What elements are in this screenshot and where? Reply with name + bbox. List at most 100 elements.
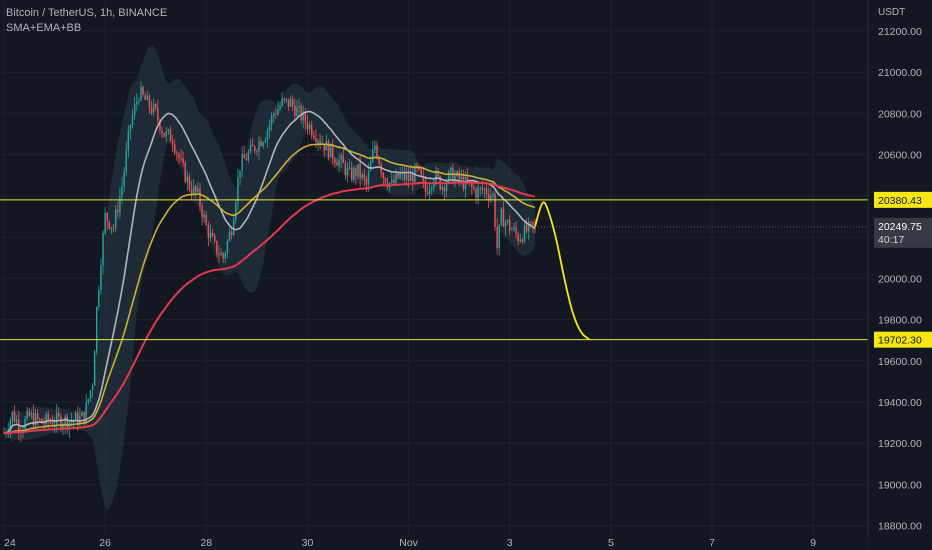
- candle: [319, 134, 321, 150]
- candle: [192, 179, 195, 197]
- candle: [93, 349, 96, 386]
- price-tick-label: 20600.00: [878, 150, 922, 162]
- candle: [140, 81, 142, 102]
- candle: [424, 175, 427, 199]
- candle: [268, 119, 271, 139]
- candle: [291, 95, 294, 111]
- candle: [325, 134, 328, 151]
- candle: [426, 185, 429, 196]
- candle: [232, 213, 235, 236]
- candle: [36, 409, 39, 426]
- candle: [473, 184, 475, 191]
- price-tick-label: 19600.00: [878, 356, 922, 368]
- time-axis-bg: [0, 536, 868, 550]
- candle: [203, 210, 205, 223]
- candle: [163, 132, 165, 138]
- price-tick-label: 20800.00: [878, 108, 922, 120]
- candle: [243, 145, 245, 159]
- candle: [361, 172, 363, 181]
- candle: [28, 407, 31, 418]
- candle: [384, 177, 387, 185]
- candle: [492, 191, 494, 201]
- candle: [178, 151, 180, 165]
- candle: [302, 105, 304, 129]
- candle: [485, 182, 488, 200]
- candle: [260, 137, 262, 147]
- level-price-label: 20380.43: [878, 195, 922, 207]
- candle: [344, 160, 347, 180]
- candle: [119, 187, 121, 219]
- candle: [102, 230, 104, 275]
- candle: [58, 406, 60, 422]
- candle: [226, 239, 229, 259]
- candle: [496, 218, 498, 255]
- candle: [490, 188, 492, 204]
- candle: [382, 172, 385, 185]
- candle: [199, 183, 201, 212]
- bollinger-band-fill: [4, 45, 535, 511]
- price-tick-label: 19800.00: [878, 315, 922, 327]
- candle: [266, 127, 269, 148]
- time-tick-label: 3: [507, 537, 513, 549]
- candle: [498, 224, 500, 256]
- candle: [157, 99, 159, 126]
- candle: [167, 128, 170, 135]
- candle: [39, 417, 41, 422]
- sma-line: [3, 110, 536, 434]
- candle: [138, 96, 140, 106]
- candle: [433, 178, 435, 192]
- candle: [374, 140, 376, 154]
- time-tick-label: 28: [200, 537, 212, 549]
- candle: [110, 227, 113, 235]
- candle: [241, 146, 243, 178]
- candle: [477, 180, 479, 205]
- time-tick-label: Nov: [399, 537, 418, 549]
- candle: [262, 141, 264, 149]
- time-tick-label: 7: [709, 537, 715, 549]
- price-tick-label: 21200.00: [878, 26, 922, 38]
- candle: [87, 398, 90, 405]
- candle: [237, 168, 239, 211]
- candle: [348, 159, 351, 170]
- candle: [431, 185, 433, 196]
- candle: [391, 171, 393, 187]
- time-tick-label: 30: [302, 537, 314, 549]
- candle: [523, 220, 526, 244]
- candle: [483, 186, 486, 198]
- candle: [500, 206, 503, 226]
- price-tick-label: 19000.00: [878, 479, 922, 491]
- candle: [357, 163, 359, 180]
- candle: [338, 153, 340, 172]
- candle: [127, 125, 130, 158]
- candle: [98, 285, 100, 312]
- candle: [146, 90, 149, 101]
- candle: [15, 415, 18, 424]
- candle: [422, 168, 425, 189]
- candle: [308, 121, 311, 135]
- price-axis[interactable]: USDT21200.0021000.0020800.0020600.002040…: [867, 0, 932, 550]
- candle: [108, 220, 111, 231]
- level-price-tag: [874, 191, 932, 208]
- current-price-label: 20249.75: [878, 221, 922, 233]
- candle: [445, 179, 448, 198]
- indicators-label[interactable]: SMA+EMA+BB: [6, 22, 82, 34]
- candle: [106, 212, 108, 230]
- projection-curve[interactable]: [534, 201, 591, 341]
- candle: [55, 404, 58, 433]
- candle: [11, 411, 14, 426]
- price-tick-label: 18800.00: [878, 521, 922, 533]
- candle: [100, 258, 102, 295]
- candle: [247, 149, 250, 164]
- candle: [205, 211, 208, 226]
- candle: [91, 383, 94, 398]
- candle: [218, 245, 220, 263]
- candle: [450, 166, 452, 180]
- candle: [342, 148, 345, 164]
- time-axis[interactable]: 24 26 28 30 Nov 3 5 7 9: [0, 536, 868, 550]
- symbol-title[interactable]: Bitcoin / TetherUS, 1h, BINANCE: [6, 7, 168, 19]
- candle: [334, 156, 336, 168]
- candle: [245, 152, 248, 161]
- candle: [506, 219, 509, 226]
- candle: [133, 96, 136, 120]
